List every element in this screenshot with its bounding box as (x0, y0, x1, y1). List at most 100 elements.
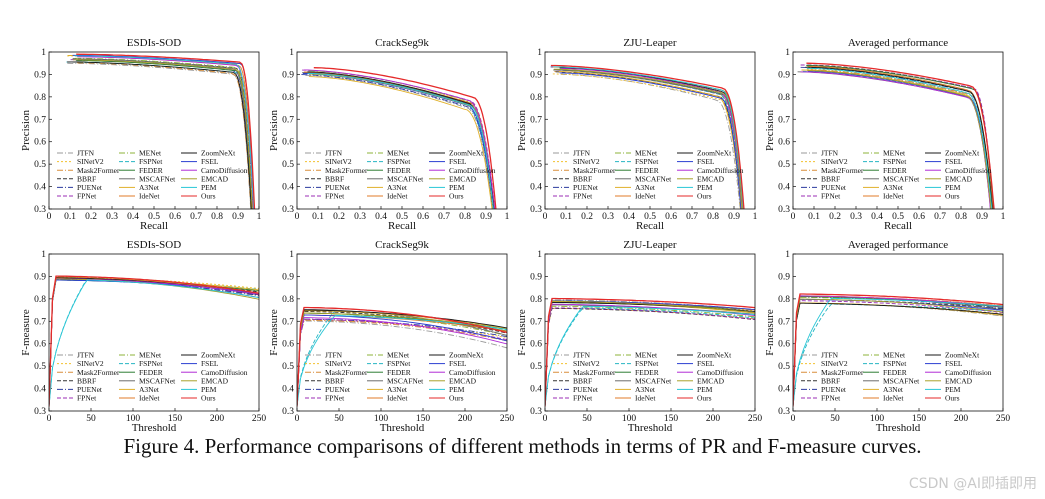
y-tick-label: 0.6 (530, 138, 542, 148)
legend-label: Ours (945, 192, 960, 201)
watermark: CSDN @AI即插即用 (908, 476, 1037, 492)
x-tick-label: 0.9 (728, 212, 740, 222)
chart-fm-2: ZJU-Leaper 0 50 100 150 200 250 0.3 0.4 0.5 0.6 0.7… (516, 239, 762, 434)
legend-label: IdeNet (139, 394, 160, 403)
chart-title: Averaged performance (848, 37, 948, 49)
legend-label: FSEL (201, 157, 219, 166)
legend-label: A3Net (635, 183, 656, 192)
y-tick-label: 0.5 (778, 160, 790, 170)
legend-label: SINetV2 (77, 359, 104, 368)
series-line-emcad (72, 59, 253, 209)
x-tick-label: 0.9 (232, 212, 244, 222)
legend-label: CamoDiffusion (201, 166, 248, 175)
legend-label: FEDER (387, 166, 411, 175)
y-tick-label: 0.5 (282, 160, 294, 170)
x-tick-label: 150 (416, 414, 431, 424)
series-line-ours (550, 64, 745, 209)
y-tick-label: 0.8 (530, 295, 542, 305)
series-line-zoomnext (793, 302, 1003, 407)
legend-label: ZoomNeXt (449, 351, 484, 360)
legend-label: IdeNet (387, 394, 408, 403)
y-tick-label: 0.7 (778, 115, 790, 125)
legend-label: ZoomNeXt (201, 351, 236, 360)
x-tick-label: 0.9 (480, 212, 492, 222)
series-line-pem (793, 297, 1003, 407)
legend-label: FSPNet (387, 359, 411, 368)
y-axis-label: F-measure (20, 309, 32, 356)
x-tick-label: 100 (126, 414, 141, 424)
legend-label: EMCAD (449, 174, 477, 183)
legend-label: Ours (449, 192, 464, 201)
x-tick-label: 0.5 (892, 212, 904, 222)
chart-pr-2: ZJU-Leaper 0 0.1 0.2 0.3 0.4 0.5 0.6 0.7 0.8 0.9 1 0… (516, 37, 758, 232)
x-tick-label: 0 (791, 212, 796, 222)
legend-label: PUENet (325, 385, 351, 394)
x-axis-label: Threshold (628, 422, 673, 434)
x-tick-label: 0.2 (333, 212, 345, 222)
legend-label: A3Net (883, 385, 904, 394)
legend-label: FSPNet (883, 359, 907, 368)
x-tick-label: 0.4 (871, 212, 883, 222)
legend-label: FEDER (883, 166, 907, 175)
curves (301, 67, 497, 209)
series-line-ours (545, 297, 755, 407)
legend-label: MSCAFNet (635, 174, 672, 183)
legend-label: FSEL (201, 359, 219, 368)
plot-frame (544, 253, 756, 412)
x-axis-label: Threshold (380, 422, 425, 434)
series-line-emcad (793, 298, 1003, 407)
x-tick-label: 0.4 (375, 212, 387, 222)
x-tick-label: 0.7 (934, 212, 946, 222)
x-tick-label: 0.7 (438, 212, 450, 222)
x-tick-label: 0.8 (211, 212, 223, 222)
y-tick-label: 0.4 (282, 183, 294, 193)
legend-label: CamoDiffusion (697, 368, 744, 377)
y-axis-label: Precision (268, 110, 280, 151)
x-tick-label: 0 (295, 414, 300, 424)
legend-label: ZoomNeXt (201, 149, 236, 158)
y-tick-label: 0.8 (34, 295, 46, 305)
y-tick-label: 0.4 (34, 385, 46, 395)
series-line-menet (75, 57, 254, 209)
x-tick-label: 0.8 (707, 212, 719, 222)
series-line-fpnet (70, 59, 253, 209)
x-tick-label: 0.6 (417, 212, 429, 222)
x-tick-label: 0.2 (829, 212, 841, 222)
x-tick-label: 0.4 (623, 212, 635, 222)
x-tick-label: 0.5 (396, 212, 408, 222)
y-tick-label: 0.7 (282, 115, 294, 125)
series-line-ours (806, 62, 995, 209)
series-line-fpnet (793, 300, 1003, 407)
legend-label: FSPNet (387, 157, 411, 166)
series-line-fsel (559, 72, 742, 209)
x-tick-label: 0.7 (686, 212, 698, 222)
y-tick-label: 0.7 (778, 317, 790, 327)
x-axis-label: Recall (884, 220, 912, 232)
x-tick-label: 200 (210, 414, 225, 424)
x-tick-label: 0.6 (913, 212, 925, 222)
legend-label: CamoDiffusion (945, 166, 992, 175)
x-tick-label: 100 (622, 414, 637, 424)
legend-label: MSCAFNet (635, 376, 672, 385)
y-tick-label: 0.4 (530, 183, 542, 193)
y-tick-label: 0.5 (530, 362, 542, 372)
y-tick-label: 0.4 (778, 385, 790, 395)
y-tick-label: 0.4 (530, 385, 542, 395)
x-tick-label: 0 (791, 414, 796, 424)
series-line-bbrf (555, 71, 742, 209)
series-line-zoomnext (67, 61, 252, 209)
x-tick-label: 150 (664, 414, 679, 424)
y-tick-label: 1 (289, 48, 294, 58)
y-tick-label: 0.9 (34, 70, 46, 80)
x-tick-label: 50 (582, 414, 592, 424)
series-line-a3net (558, 71, 742, 209)
x-tick-label: 50 (334, 414, 344, 424)
y-tick-label: 0.4 (282, 385, 294, 395)
series-line-mscafnet (77, 58, 253, 209)
y-tick-label: 0.5 (34, 362, 46, 372)
series-line-emcad (807, 70, 992, 209)
y-tick-label: 0.8 (778, 295, 790, 305)
x-axis-label: Recall (388, 220, 416, 232)
y-tick-label: 0.5 (34, 160, 46, 170)
